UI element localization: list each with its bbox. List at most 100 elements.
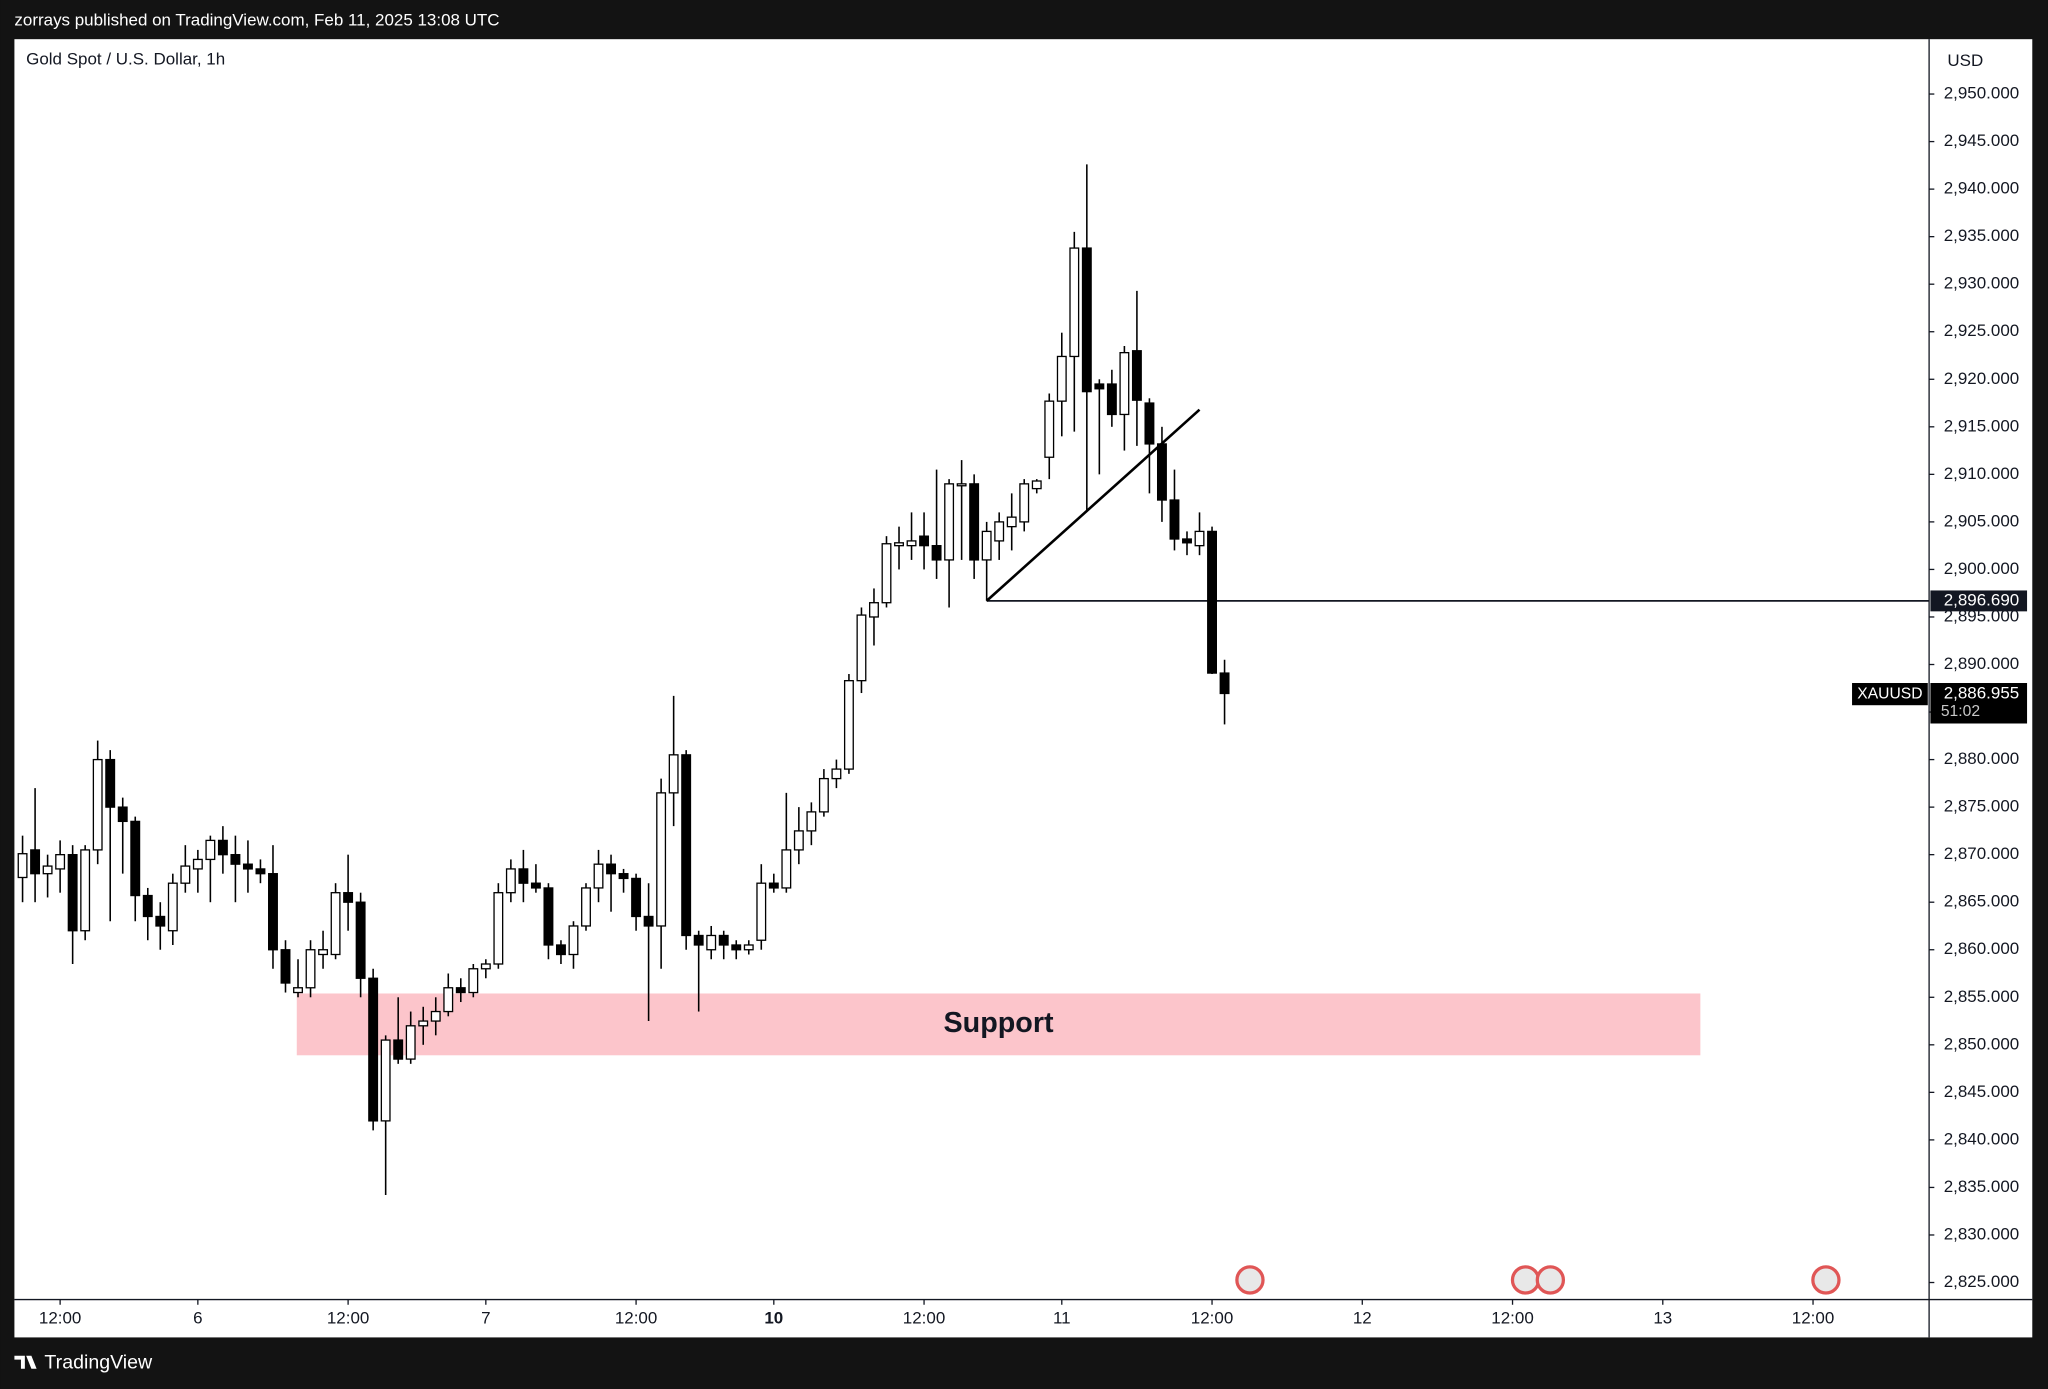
candle-body [1044,400,1055,458]
y-tick-label: 2,925.000 [1944,321,2020,340]
support-label: Support [944,1007,1055,1039]
symbol-box [1852,683,1928,706]
candle-body [293,987,303,994]
candle-body [756,882,767,941]
candle-body [1119,352,1130,416]
candle-body [543,887,554,946]
event-flags [1235,1265,1841,1295]
candle-body [1207,530,1218,674]
candle-body [230,854,241,865]
candle-body [130,820,141,897]
y-tick-label: 2,855.000 [1944,987,2020,1006]
candle-body [205,839,216,861]
candle-body [42,865,53,875]
candle-body [468,968,479,994]
y-tick-label: 2,935.000 [1944,226,2020,245]
candle-body [180,865,191,884]
candle-body [631,877,642,918]
candle-body [17,853,28,879]
y-tick-label: 2,875.000 [1944,797,2020,816]
candle-body [869,602,879,618]
candle-body [618,873,629,880]
event-flag[interactable] [1535,1265,1566,1295]
candle-body [268,873,278,951]
candle-body [393,1039,404,1060]
candle-body [894,542,904,547]
event-flag[interactable] [1510,1265,1541,1295]
candle-body [67,854,78,932]
x-tick-label: 12:00 [1792,1309,1834,1328]
symbol-label: XAUUSD [1857,685,1922,702]
candle-body [818,777,829,813]
x-tick-label: 12:00 [1491,1309,1533,1328]
candle-body [643,915,654,927]
y-tick-label: 2,840.000 [1944,1129,2020,1148]
candle-body [368,977,379,1122]
tradingview-logo: TradingView [14,1352,153,1374]
x-tick-label: 7 [481,1309,490,1328]
candle-body [919,535,930,547]
y-tick-label: 2,945.000 [1944,131,2020,150]
candle-body [743,944,754,951]
candle-body [318,949,329,956]
candle-body [881,543,892,604]
candle-body [493,892,504,965]
candle-body [1019,483,1030,523]
candle-body [455,987,466,994]
candle-body [430,1010,441,1022]
candle-body [931,545,942,561]
candle-body [969,483,980,561]
candle-body [155,915,166,927]
candle-body [1131,350,1142,401]
candle-body [530,882,541,889]
event-flag[interactable] [1235,1265,1265,1295]
candle-body [105,758,116,808]
x-tick-label: 12:00 [615,1309,657,1328]
candle-body [581,887,591,927]
x-tick-label: 10 [764,1309,783,1328]
y-tick-label: 2,830.000 [1944,1224,2020,1243]
x-tick-label: 11 [1053,1309,1071,1328]
chart-title: Gold Spot / U.S. Dollar, 1h [26,50,225,69]
candle-body [443,987,454,1013]
y-tick-label: 2,930.000 [1944,274,2020,293]
candle-body [355,901,366,979]
logo-mark [14,1355,37,1369]
candle-body [192,858,203,870]
y-tick-label: 2,870.000 [1944,844,2020,863]
candle-body [167,882,178,932]
candle-body [418,1020,429,1027]
candle-body [117,806,128,823]
candle-body [706,934,717,951]
candle-body [1194,530,1205,547]
price-badge-label: 2,886.955 [1944,684,2020,703]
candle-body [217,839,228,856]
candle-body [781,849,792,889]
candle-body [593,863,604,889]
y-tick-label: 2,910.000 [1944,464,2020,483]
hline-price-box [1930,590,2028,612]
candle-body [843,680,854,770]
countdown-label: 51:02 [1941,703,1980,720]
x-tick-label: 12:00 [1191,1309,1233,1328]
candle-body [505,868,516,894]
candle-body [681,754,692,937]
publisher-header: zorrays published on TradingView.com, Fe… [14,10,499,29]
candle-body [906,540,917,547]
candle-body [1169,499,1180,540]
candle-body [568,925,579,956]
candle-body [731,944,742,951]
candle-body [142,894,153,918]
candle-body [30,849,41,875]
candle-body [768,882,779,889]
footer-brand: TradingView [44,1352,153,1374]
candle-body [330,892,341,956]
y-tick-label: 2,880.000 [1944,749,2020,768]
event-flag[interactable] [1811,1265,1841,1295]
candle-body [956,483,967,487]
candle-body [480,963,491,970]
x-tick-label: 12:00 [903,1309,945,1328]
trendline [985,408,1201,602]
y-tick-label: 2,845.000 [1944,1082,2020,1101]
candle-body [255,868,266,875]
